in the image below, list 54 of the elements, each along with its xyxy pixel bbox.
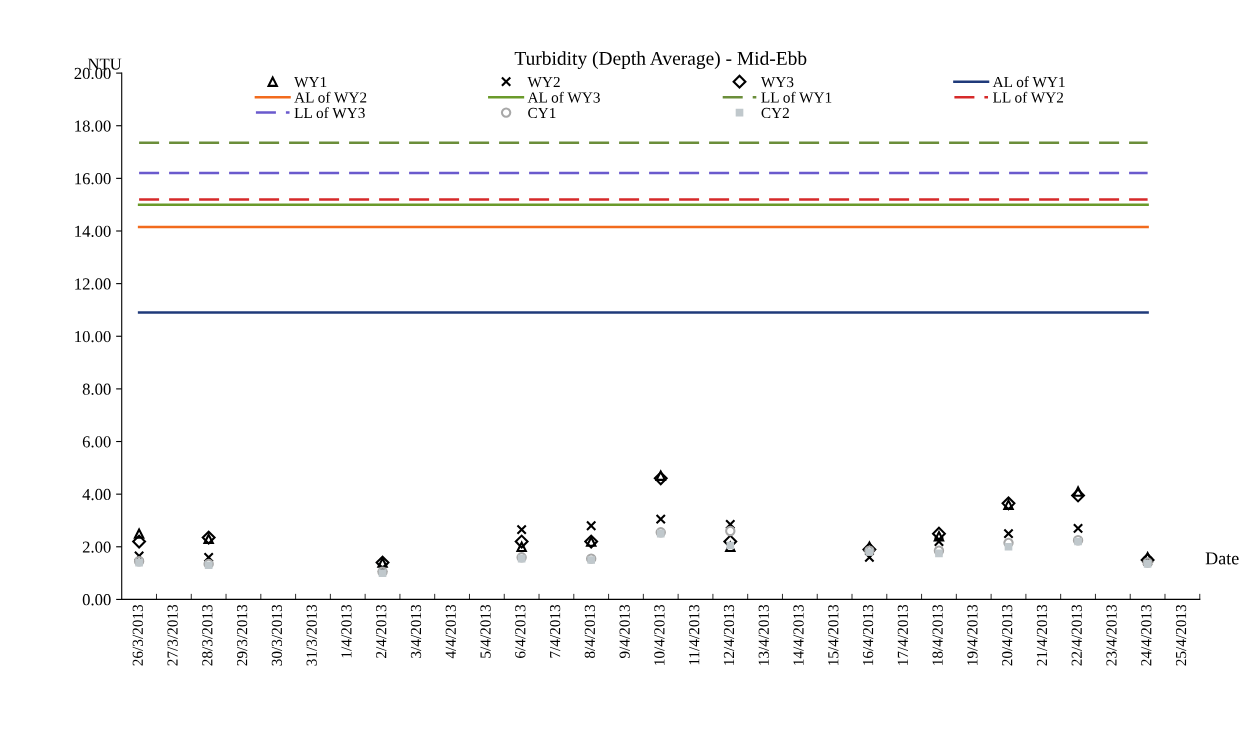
x-tick-label: 16/4/2013 [862,604,874,665]
x-tick-label: 30/3/2013 [271,604,283,666]
x-tick-label: 10/4/2013 [654,604,665,665]
x-tick-label: 14/4/2013 [793,604,804,665]
x-tick-label: 25/4/2013 [1175,604,1187,666]
legend-label: LL of WY3 [294,107,365,119]
x-tick-label: 9/4/2013 [619,604,630,659]
x-tick-label: 17/4/2013 [897,604,908,665]
chart-title: Turbidity (Depth Average) - Mid-Ebb [514,51,807,69]
x-axis-title: Date [1205,552,1239,565]
y-tick-label: 0.00 [82,594,111,606]
x-tick-label: 31/3/2013 [306,604,317,666]
legend-label: WY3 [760,76,794,88]
y-tick-label: 4.00 [82,488,111,501]
x-tick-label: 27/3/2013 [167,604,178,666]
x-tick-label: 15/4/2013 [828,604,839,665]
x-tick-label: 21/4/2013 [1036,604,1048,666]
x-tick-label: 19/4/2013 [967,604,978,665]
x-tick-label: 23/4/2013 [1106,604,1117,666]
legend-label: LL of WY2 [993,91,1064,103]
legend-label: AL of WY3 [527,91,600,103]
x-tick-label: 22/4/2013 [1071,604,1082,666]
y-tick-label: 12.00 [75,278,111,290]
y-tick-label: 16.00 [75,173,111,185]
x-tick-label: 29/3/2013 [236,604,248,666]
x-tick-label: 12/4/2013 [723,604,735,665]
x-tick-label: 24/4/2013 [1141,604,1152,666]
x-tick-label: 3/4/2013 [410,604,422,658]
x-tick-label: 28/3/2013 [202,604,213,666]
y-tick-label: 10.00 [75,330,111,343]
x-tick-label: 11/4/2013 [689,604,700,665]
legend-label: AL of WY2 [294,91,367,103]
x-tick-label: 26/3/2013 [132,604,143,666]
x-tick-label: 18/4/2013 [932,604,943,665]
y-tick-label: 6.00 [82,436,111,448]
legend-label: WY1 [294,76,327,88]
legend-label: CY2 [761,107,789,119]
y-tick-label: 8.00 [82,383,111,395]
legend-label: WY2 [527,76,560,88]
x-tick-label: 8/4/2013 [584,604,596,659]
y-tick-label: 14.00 [75,225,111,238]
x-tick-label: 1/4/2013 [341,604,352,658]
legend-label: CY1 [528,107,556,119]
x-tick-label: 4/4/2013 [445,604,456,659]
x-tick-label: 5/4/2013 [480,604,491,658]
legend-label: AL of WY1 [992,76,1065,88]
legend-label: LL of WY1 [761,91,832,103]
y-tick-label: 18.00 [75,120,111,132]
x-tick-label: 20/4/2013 [1002,604,1013,666]
x-tick-label: 13/4/2013 [758,604,769,665]
y-tick-label: 2.00 [82,541,111,553]
x-tick-label: 7/4/2013 [549,604,561,658]
x-tick-label: 6/4/2013 [515,604,526,658]
x-tick-label: 2/4/2013 [376,604,387,658]
